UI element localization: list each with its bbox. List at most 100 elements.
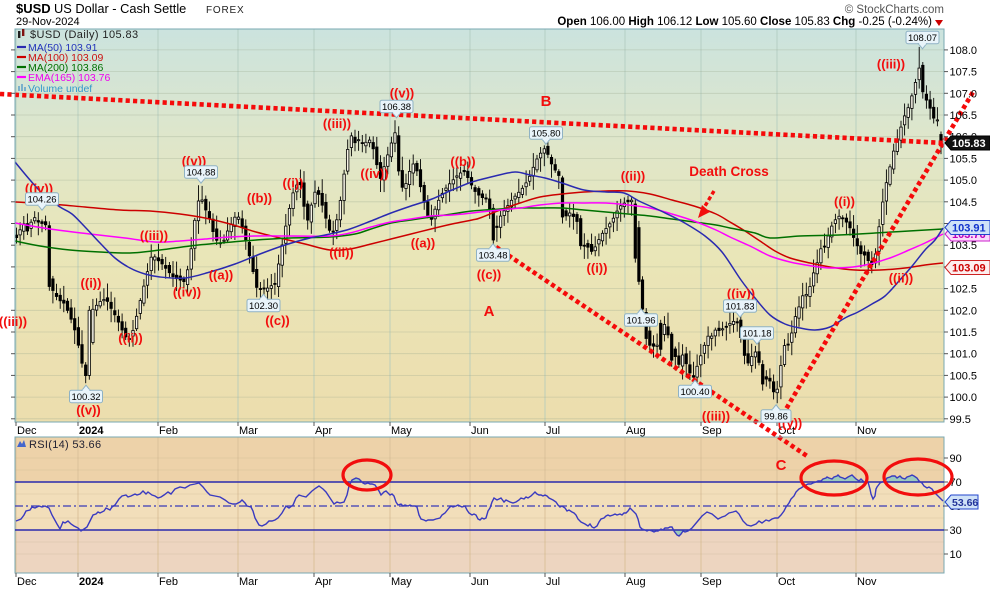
svg-text:105.83: 105.83 — [952, 138, 986, 150]
svg-text:Oct: Oct — [778, 425, 795, 437]
svg-text:104.88: 104.88 — [186, 167, 215, 178]
svg-text:105.0: 105.0 — [950, 175, 978, 187]
svg-text:Dec: Dec — [17, 425, 37, 437]
svg-text:103.09: 103.09 — [952, 263, 986, 275]
svg-text:108.07: 108.07 — [908, 33, 937, 44]
svg-text:2024: 2024 — [79, 425, 104, 437]
svg-text:Jun: Jun — [471, 425, 489, 437]
svg-text:((iv)): ((iv)) — [727, 286, 755, 301]
svg-text:Dec: Dec — [17, 576, 37, 588]
svg-text:90: 90 — [950, 453, 962, 465]
svg-text:$USD (Daily) 105.83: $USD (Daily) 105.83 — [30, 29, 138, 41]
svg-text:FOREX: FOREX — [206, 5, 244, 16]
svg-text:105.80: 105.80 — [531, 128, 560, 139]
svg-text:Nov: Nov — [857, 425, 877, 437]
svg-text:Nov: Nov — [857, 576, 877, 588]
svg-text:((v)): ((v)) — [182, 154, 207, 169]
svg-text:Apr: Apr — [315, 425, 332, 437]
svg-text:Aug: Aug — [626, 425, 646, 437]
svg-text:2024: 2024 — [79, 576, 104, 588]
svg-text:100.0: 100.0 — [950, 392, 978, 404]
svg-text:101.18: 101.18 — [742, 328, 771, 339]
svg-text:((iii)): ((iii)) — [323, 116, 351, 131]
svg-text:102.0: 102.0 — [950, 305, 978, 317]
svg-text:Jul: Jul — [546, 576, 560, 588]
svg-text:((c)): ((c)) — [477, 267, 502, 282]
svg-text:107.5: 107.5 — [950, 67, 978, 79]
svg-text:((a)): ((a)) — [411, 236, 436, 251]
svg-text:((ii)): ((ii)) — [621, 169, 646, 184]
svg-text:101.96: 101.96 — [626, 315, 655, 326]
svg-text:$USD: $USD — [16, 1, 51, 16]
svg-text:((i)): ((i)) — [834, 194, 855, 209]
svg-text:10: 10 — [950, 549, 962, 561]
svg-text:105.5: 105.5 — [950, 153, 978, 165]
svg-text:Aug: Aug — [626, 576, 646, 588]
svg-text:Jun: Jun — [471, 576, 489, 588]
svg-text:May: May — [391, 425, 412, 437]
svg-text:Feb: Feb — [159, 425, 178, 437]
svg-text:((v)): ((v)) — [390, 86, 415, 101]
svg-text:Jul: Jul — [546, 425, 560, 437]
svg-text:EMA(165) 103.76: EMA(165) 103.76 — [28, 72, 110, 84]
svg-text:C: C — [776, 457, 787, 474]
svg-text:Volume undef: Volume undef — [28, 83, 92, 95]
svg-text:((c)): ((c)) — [265, 313, 290, 328]
svg-text:99.5: 99.5 — [950, 414, 971, 426]
svg-text:((v)): ((v)) — [76, 403, 101, 418]
svg-text:30: 30 — [950, 525, 962, 537]
svg-text:103.91: 103.91 — [952, 223, 986, 235]
svg-text:((a)): ((a)) — [209, 268, 234, 283]
svg-text:106.5: 106.5 — [950, 110, 978, 122]
svg-text:Feb: Feb — [159, 576, 178, 588]
svg-text:((i)): ((i)) — [81, 276, 102, 291]
svg-text:B: B — [541, 93, 552, 110]
svg-text:103.48: 103.48 — [478, 250, 507, 261]
svg-text:103.5: 103.5 — [950, 240, 978, 252]
svg-text:((iv)): ((iv)) — [25, 181, 53, 196]
svg-text:29-Nov-2024: 29-Nov-2024 — [16, 16, 80, 28]
svg-text:MA(50) 103.91: MA(50) 103.91 — [28, 42, 98, 54]
svg-text:A: A — [484, 303, 495, 320]
svg-text:Mar: Mar — [239, 425, 258, 437]
svg-text:((iv)): ((iv)) — [360, 166, 388, 181]
svg-text:((iii)): ((iii)) — [0, 314, 27, 329]
svg-text:((ii)): ((ii)) — [329, 245, 354, 260]
svg-text:Mar: Mar — [239, 576, 258, 588]
svg-text:Apr: Apr — [315, 576, 332, 588]
svg-text:Sep: Sep — [702, 576, 722, 588]
svg-text:53.66: 53.66 — [952, 497, 978, 509]
svg-text:MA(100) 103.09: MA(100) 103.09 — [28, 52, 103, 64]
svg-text:Oct: Oct — [778, 576, 795, 588]
svg-text:May: May — [391, 576, 412, 588]
svg-text:101.83: 101.83 — [725, 301, 754, 312]
svg-text:102.5: 102.5 — [950, 284, 978, 296]
svg-text:101.0: 101.0 — [950, 349, 978, 361]
svg-text:100.40: 100.40 — [680, 387, 709, 398]
svg-text:MA(200) 103.86: MA(200) 103.86 — [28, 62, 103, 74]
svg-text:((iv)): ((iv)) — [173, 285, 201, 300]
svg-text:99.86: 99.86 — [764, 411, 788, 422]
svg-text:106.38: 106.38 — [382, 102, 411, 113]
svg-text:((b)): ((b)) — [247, 191, 272, 206]
svg-text:104.26: 104.26 — [27, 194, 56, 205]
svg-text:((i)): ((i)) — [587, 261, 608, 276]
svg-text:102.30: 102.30 — [249, 301, 278, 312]
svg-text:104.5: 104.5 — [950, 197, 978, 209]
svg-text:Death Cross: Death Cross — [689, 164, 769, 179]
svg-text:100.32: 100.32 — [71, 392, 100, 403]
svg-text:((ii)): ((ii)) — [118, 331, 143, 346]
svg-text:((iii)): ((iii)) — [140, 228, 168, 243]
svg-text:((iii)): ((iii)) — [877, 57, 905, 72]
svg-text:© StockCharts.com: © StockCharts.com — [845, 4, 944, 16]
svg-text:RSI(14) 53.66: RSI(14) 53.66 — [29, 439, 101, 451]
svg-text:((ii)): ((ii)) — [889, 271, 914, 286]
svg-text:((b)): ((b)) — [450, 154, 475, 169]
svg-text:((i)): ((i)) — [283, 176, 304, 191]
svg-text:Open 106.00 High 106.12 Low 10: Open 106.00 High 106.12 Low 105.60 Close… — [557, 16, 932, 28]
svg-text:((iii)): ((iii)) — [702, 409, 730, 424]
svg-text:Sep: Sep — [702, 425, 722, 437]
svg-text:US Dollar - Cash Settle: US Dollar - Cash Settle — [54, 1, 186, 16]
svg-text:100.5: 100.5 — [950, 370, 978, 382]
svg-text:107.0: 107.0 — [950, 88, 978, 100]
